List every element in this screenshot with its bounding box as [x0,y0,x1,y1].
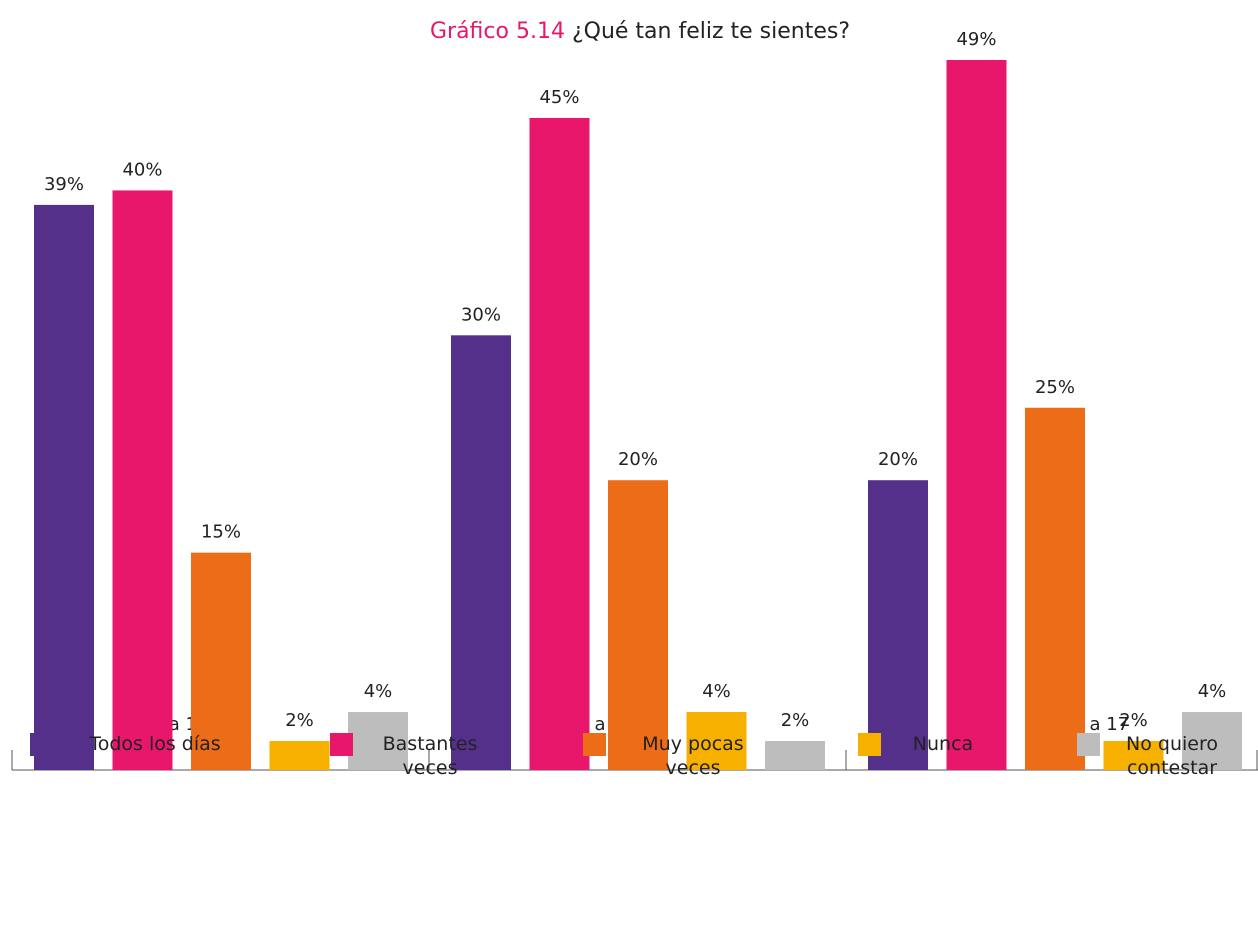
value-label: 4% [1198,681,1227,702]
value-label: 4% [702,681,731,702]
bar [529,117,590,771]
bar [269,741,330,770]
legend-swatch [858,733,881,756]
value-label: 30% [461,304,501,325]
value-label: 25% [1035,377,1075,398]
title-label: Gráfico 5.14 [430,19,565,44]
bar [1182,712,1242,770]
bar [191,552,251,770]
legend-label: Todos los días [89,733,221,755]
bar [868,480,928,770]
value-label: 2% [1119,710,1148,731]
value-label: 2% [285,710,314,731]
value-label: 39% [44,174,84,195]
value-label: 20% [878,449,918,470]
value-label: 40% [122,159,162,180]
bar [686,712,747,770]
legend-label: Bastantes veces [382,733,478,779]
bar [765,741,825,770]
legend-label: Muy pocas veces [642,733,744,779]
value-label: 20% [618,449,658,470]
legend-label: No quiero contestar [1126,733,1218,779]
value-label: 2% [781,710,810,731]
bar [112,190,173,771]
legend-swatch [330,733,353,756]
bar [451,335,511,770]
title-text: ¿Qué tan feliz te sientes? [572,19,850,44]
chart-title: Gráfico 5.14 ¿Qué tan feliz te sientes? [430,19,850,44]
bar [608,480,668,770]
value-label: 45% [539,87,579,108]
value-label: 15% [201,522,241,543]
value-label: 4% [364,681,393,702]
bar [1025,407,1085,770]
bar [1103,741,1164,770]
bar [348,712,408,770]
value-label: 49% [956,29,996,50]
legend-label: Nunca [912,733,974,755]
bar [946,60,1007,770]
legend-swatch [1077,733,1100,756]
bar [34,204,94,771]
legend-swatch [30,733,53,756]
legend-swatch [583,733,606,756]
